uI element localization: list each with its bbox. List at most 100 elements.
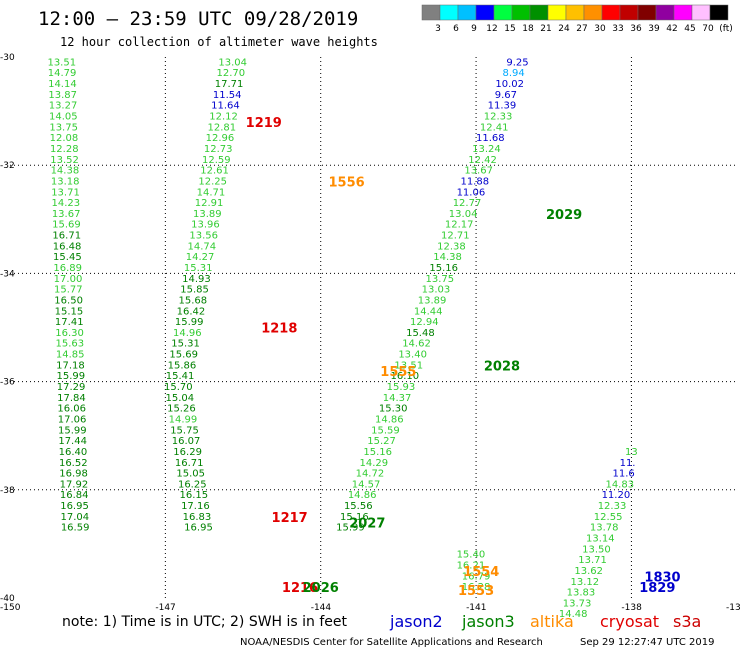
legend-swatch — [709, 4, 729, 21]
wave-height-value: 15.86 — [168, 360, 197, 371]
wave-height-value: 15.31 — [184, 263, 213, 274]
wave-height-value: 12.71 — [441, 231, 470, 242]
wave-height-value: 12.33 — [484, 112, 513, 123]
wave-height-value: 13.14 — [586, 533, 615, 544]
legend-swatch — [439, 4, 459, 21]
legend-swatch — [421, 4, 441, 21]
wave-height-value: 13.50 — [582, 544, 611, 555]
wave-height-value: 12.55 — [594, 512, 623, 523]
legend-swatch — [583, 4, 603, 21]
legend-label: 36 — [630, 24, 642, 34]
wave-height-value: 12.81 — [207, 122, 236, 133]
legend-swatch — [691, 4, 711, 21]
wave-height-value: 14.27 — [186, 252, 215, 263]
legend-swatch — [673, 4, 693, 21]
wave-height-value: 15.59 — [371, 425, 400, 436]
wave-height-value: 14.85 — [56, 350, 85, 361]
wave-height-value: 12.42 — [468, 155, 497, 166]
lat-tick-label: -30 — [0, 53, 15, 63]
wave-height-value: 16.79 — [462, 571, 491, 582]
wave-height-value: 13.71 — [51, 187, 80, 198]
wave-height-value: 15.16 — [363, 447, 392, 458]
wave-height-value: 9.67 — [495, 90, 517, 101]
pass-time-label: 1555 — [380, 365, 416, 380]
wave-height-value: 15.15 — [55, 306, 84, 317]
legend-label: 42 — [666, 24, 677, 34]
wave-height-value: 15.05 — [176, 469, 205, 480]
wave-height-value: 15.85 — [180, 285, 209, 296]
pass-time-label: 1219 — [246, 116, 282, 131]
wave-height-value: 13.96 — [191, 220, 220, 231]
wave-height-value: 13.12 — [571, 577, 600, 588]
wave-height-value: 16.71 — [52, 231, 81, 242]
wave-height-value: 11.68 — [476, 133, 505, 144]
footer-credit: NOAA/NESDIS Center for Satellite Applica… — [240, 637, 543, 648]
wave-height-value: 12.59 — [202, 155, 231, 166]
wave-height-value: 8.94 — [502, 68, 524, 79]
wave-height-value: 15.27 — [367, 436, 396, 447]
lon-tick-label: -13 — [726, 603, 740, 613]
lat-tick-label: -40 — [0, 594, 15, 604]
wave-height-value: 13 — [625, 447, 638, 458]
wave-height-value: 16.95 — [60, 501, 89, 512]
wave-height-value: 13.04 — [218, 57, 247, 68]
wave-height-value: 14.74 — [188, 241, 217, 252]
wave-height-value: 14.79 — [48, 68, 77, 79]
wave-height-value: 15.26 — [167, 404, 196, 415]
legend-label: 39 — [648, 24, 660, 34]
wave-height-value: 14.05 — [49, 112, 78, 123]
wave-height-value: 12.25 — [198, 176, 227, 187]
wave-height-value: 12.33 — [598, 501, 627, 512]
wave-height-value: 17.84 — [57, 393, 86, 404]
wave-height-value: 16.59 — [61, 523, 90, 534]
wave-height-value: 13.56 — [189, 231, 218, 242]
wave-height-value: 12.91 — [195, 198, 224, 209]
wave-height-value: 15.69 — [52, 220, 81, 231]
wave-height-value: 13.24 — [472, 144, 501, 155]
wave-height-value: 16.71 — [175, 458, 204, 469]
wave-height-value: 14.86 — [348, 490, 377, 501]
pass-time-labels: 1219 1218 1217 1216 1556 1555 1554 1553 2029 2028… — [246, 116, 681, 599]
pass-time-label: 2029 — [546, 208, 582, 223]
wave-height-value: 12.12 — [209, 112, 238, 123]
wave-height-value: 16.42 — [177, 306, 206, 317]
lat-tick-label: -32 — [0, 161, 15, 171]
legend-label: 30 — [594, 24, 606, 34]
legend-swatch — [547, 4, 567, 21]
legend-swatch — [511, 4, 531, 21]
wave-height-value: 14.48 — [559, 609, 588, 620]
legend-swatch — [655, 4, 675, 21]
wave-height-value: 13.67 — [52, 209, 81, 220]
wave-height-value: 15.70 — [164, 382, 193, 393]
legend-swatch — [619, 4, 639, 21]
swh-color-legend: 3 6 9 12 15 18 21 24 27 30 33 36 39 42 45 70 (ft) — [421, 4, 733, 34]
satellite-name-cryosat: cryosat — [600, 612, 659, 631]
wave-height-value: 10.02 — [495, 79, 524, 90]
lon-tick-label: -138 — [621, 603, 642, 613]
wave-height-value: 12.08 — [50, 133, 79, 144]
wave-height-value: 13.75 — [426, 274, 455, 285]
wave-height-value: 13.03 — [422, 285, 451, 296]
wave-height-value: 14.23 — [52, 198, 81, 209]
wave-height-value: 11.88 — [460, 176, 489, 187]
pass-time-label: 1829 — [639, 581, 675, 596]
legend-label: 6 — [453, 24, 459, 34]
wave-height-value: 15.30 — [379, 404, 408, 415]
wave-height-value: 13.67 — [464, 166, 493, 177]
wave-height-value: 13.71 — [578, 555, 607, 566]
wave-height-value: 16.21 — [457, 561, 486, 572]
wave-height-value: 15.99 — [175, 317, 204, 328]
wave-height-value: 15.68 — [178, 295, 207, 306]
pass-time-label: 2027 — [349, 516, 385, 531]
legend-swatch — [565, 4, 585, 21]
legend-label: 70 — [702, 24, 714, 34]
wave-height-value: 14.44 — [414, 306, 443, 317]
wave-height-value: 11.20 — [602, 490, 631, 501]
wave-height-value: 13.27 — [49, 101, 78, 112]
wave-height-value: 16.30 — [55, 328, 84, 339]
lon-tick-label: -150 — [0, 603, 21, 613]
wave-height-value: 16.89 — [53, 263, 82, 274]
wave-height-value: 14.37 — [383, 393, 412, 404]
wave-height-value: 16.52 — [59, 458, 88, 469]
wave-height-value: 13.89 — [418, 295, 447, 306]
